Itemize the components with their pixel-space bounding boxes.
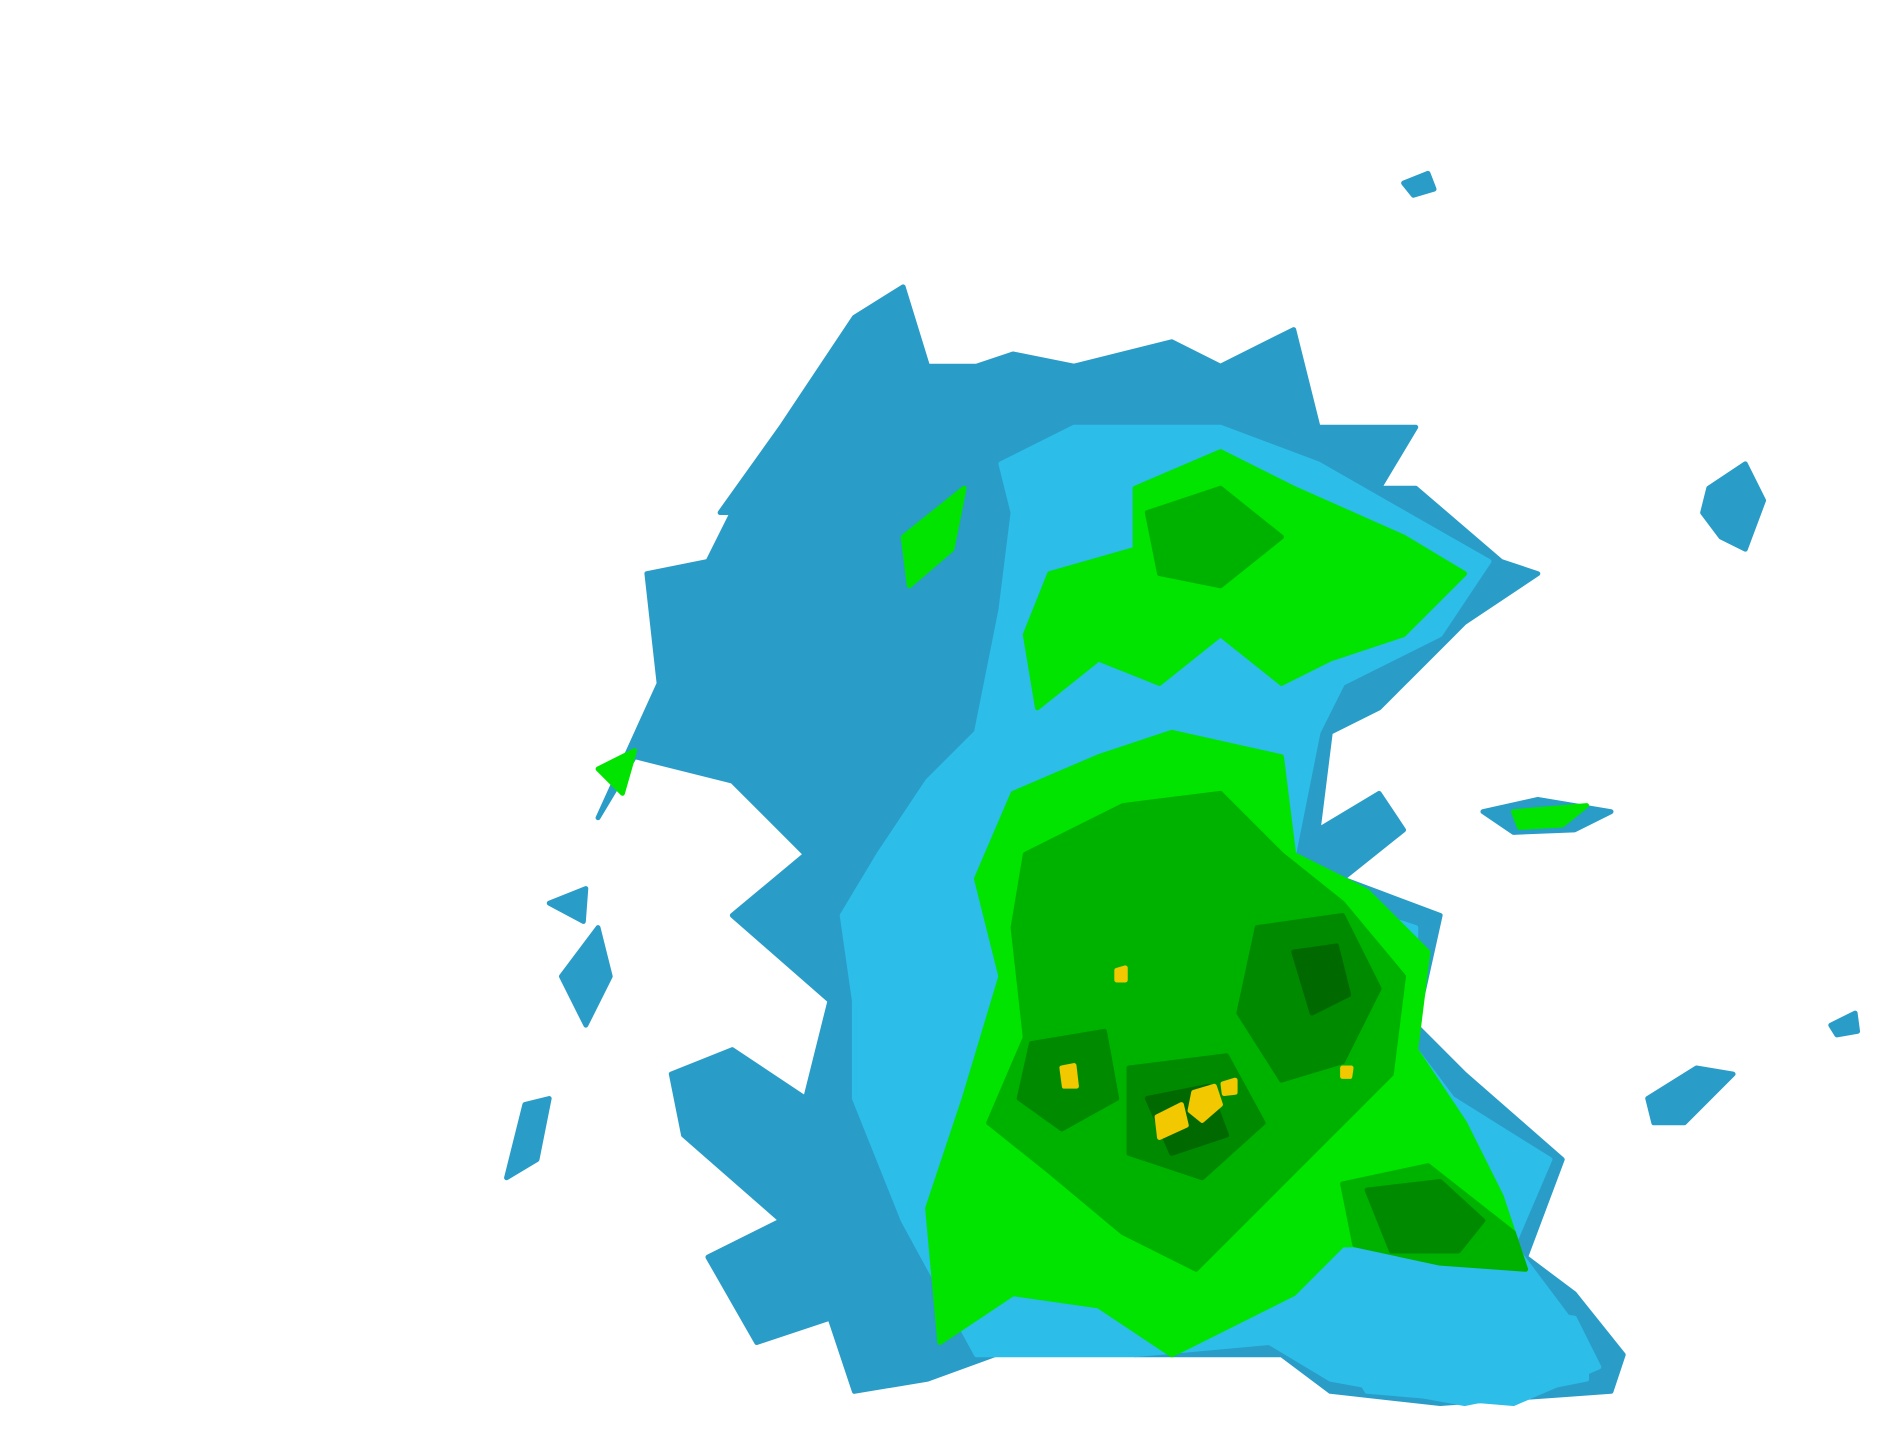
precip-cell (986, 790, 1407, 1272)
precip-cell (546, 886, 589, 924)
precip-cell (504, 1096, 552, 1181)
precip-cell (1401, 170, 1437, 198)
precip-cell (558, 925, 613, 1028)
precip-cell (595, 748, 638, 796)
precip-cell (1144, 485, 1284, 589)
precip-cell (1645, 1065, 1736, 1126)
precip-cell (1291, 943, 1352, 1016)
precip-level-7 (1059, 965, 1354, 1140)
precip-cell (1364, 1179, 1486, 1254)
precip-cell (1700, 461, 1767, 552)
precip-cell (1059, 1063, 1079, 1089)
precip-cell (900, 485, 967, 589)
precip-cell (1220, 1077, 1238, 1097)
precip-cell (1510, 803, 1590, 830)
precip-cell (1022, 449, 1468, 711)
precip-cell (1340, 1065, 1354, 1079)
precip-cell (1187, 1083, 1223, 1123)
precip-cell (1114, 965, 1128, 983)
precip-cell (1154, 1102, 1189, 1140)
precip-cell (1828, 1010, 1861, 1038)
precip-cell (1327, 1297, 1602, 1407)
